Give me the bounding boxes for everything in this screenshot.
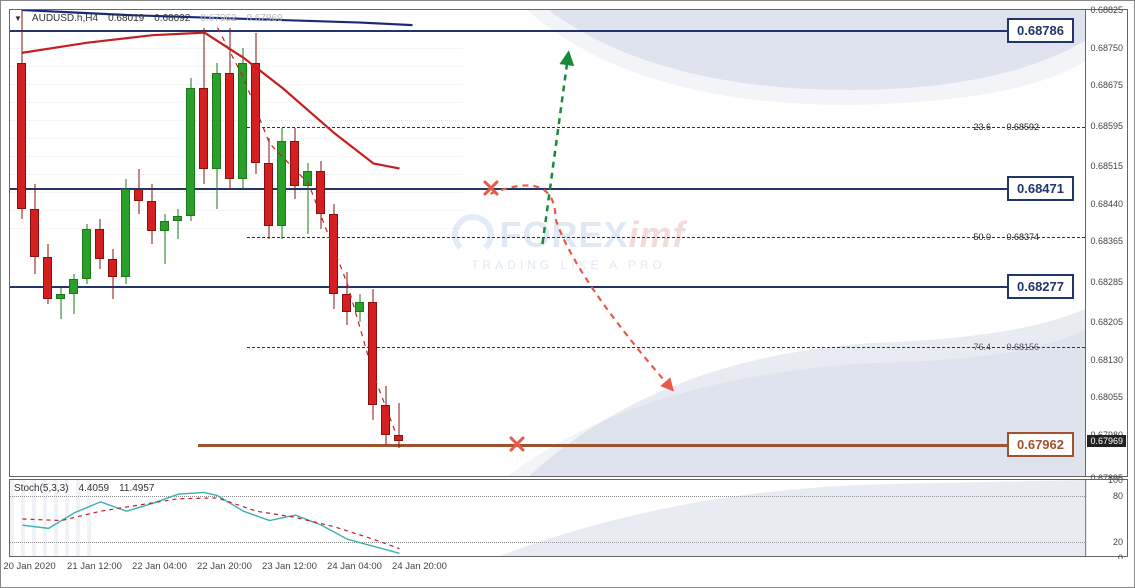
stochastic-indicator-panel[interactable]: Stoch(5,3,3) 4.4059 11.4957 02080100: [9, 479, 1128, 557]
y-tick-label: 0.68675: [1090, 80, 1123, 90]
y-tick-label: 0.68595: [1090, 121, 1123, 131]
price-plot-area[interactable]: 0.687860.684710.682770.6796223.60.685925…: [10, 10, 1085, 476]
candlestick[interactable]: [367, 10, 378, 476]
indicator-label: Stoch(5,3,3): [14, 483, 68, 494]
ohlc-close: 0.67969: [247, 13, 283, 24]
candlestick[interactable]: [146, 10, 157, 476]
x-tick-label: 23 Jan 12:00: [262, 561, 317, 572]
price-level-box[interactable]: 0.68471: [1007, 176, 1074, 201]
stoch-d-line: [10, 480, 1127, 556]
candlestick[interactable]: [237, 10, 248, 476]
x-tick-label: 22 Jan 04:00: [132, 561, 187, 572]
candlestick[interactable]: [315, 10, 326, 476]
candlestick[interactable]: [211, 10, 222, 476]
candlestick[interactable]: [55, 10, 66, 476]
candlestick[interactable]: [250, 10, 261, 476]
x-tick-label: 24 Jan 20:00: [392, 561, 447, 572]
candlestick[interactable]: [29, 10, 40, 476]
y-tick-label: 0.68055: [1090, 392, 1123, 402]
y-tick-label: 0.68515: [1090, 161, 1123, 171]
candlestick[interactable]: [354, 10, 365, 476]
candlestick[interactable]: [224, 10, 235, 476]
candlestick[interactable]: [68, 10, 79, 476]
indicator-header-bar: Stoch(5,3,3) 4.4059 11.4957: [10, 480, 158, 496]
candlestick[interactable]: [81, 10, 92, 476]
candlestick[interactable]: [185, 10, 196, 476]
y-tick-label: 0.68285: [1090, 277, 1123, 287]
y-tick-label: 0.68365: [1090, 236, 1123, 246]
price-level-box[interactable]: 0.68786: [1007, 18, 1074, 43]
price-level-box[interactable]: 0.67962: [1007, 432, 1074, 457]
indicator-value-d: 11.4957: [119, 483, 154, 494]
y-tick-label: 0.68825: [1090, 5, 1123, 15]
candlestick[interactable]: [159, 10, 170, 476]
y-tick-label: 0.68750: [1090, 43, 1123, 53]
candlestick[interactable]: [302, 10, 313, 476]
candlestick[interactable]: [172, 10, 183, 476]
x-tick-label: 24 Jan 04:00: [327, 561, 382, 572]
candlestick[interactable]: [133, 10, 144, 476]
price-level-box[interactable]: 0.68277: [1007, 274, 1074, 299]
y-tick-label: 0.68130: [1090, 355, 1123, 365]
chart-container: ▼ AUDUSD.h,H4 0.68019 0.68092 0.67962 0.…: [0, 0, 1135, 588]
main-price-chart[interactable]: ▼ AUDUSD.h,H4 0.68019 0.68092 0.67962 0.…: [9, 9, 1128, 477]
candlestick[interactable]: [94, 10, 105, 476]
y-tick-label: 0.68440: [1090, 199, 1123, 209]
candlestick[interactable]: [198, 10, 209, 476]
current-price-marker: 0.67969: [1087, 435, 1126, 447]
ohlc-low: 0.67962: [200, 13, 236, 24]
y-tick-label: 0.68205: [1090, 317, 1123, 327]
candlestick[interactable]: [276, 10, 287, 476]
candlestick[interactable]: [263, 10, 274, 476]
candlestick[interactable]: [341, 10, 352, 476]
candlestick[interactable]: [393, 10, 404, 476]
candlestick[interactable]: [120, 10, 131, 476]
ohlc-high: 0.68092: [154, 13, 190, 24]
price-y-axis: 0.688250.687500.686750.685950.685150.684…: [1085, 10, 1127, 476]
x-tick-label: 21 Jan 12:00: [67, 561, 122, 572]
time-x-axis: 20 Jan 202021 Jan 12:0022 Jan 04:0022 Ja…: [9, 559, 1128, 583]
collapse-icon[interactable]: ▼: [14, 14, 22, 23]
instrument-label: AUDUSD.h,H4: [32, 13, 98, 24]
candlestick[interactable]: [289, 10, 300, 476]
x-tick-label: 20 Jan 2020: [3, 561, 55, 572]
candlestick[interactable]: [328, 10, 339, 476]
candlestick[interactable]: [380, 10, 391, 476]
x-tick-label: 22 Jan 20:00: [197, 561, 252, 572]
cross-marker-icon: [508, 435, 526, 453]
chart-header-bar: ▼ AUDUSD.h,H4 0.68019 0.68092 0.67962 0.…: [10, 10, 287, 26]
candlestick[interactable]: [16, 10, 27, 476]
cross-marker-icon: [482, 179, 500, 197]
ohlc-open: 0.68019: [108, 13, 144, 24]
candlestick[interactable]: [42, 10, 53, 476]
indicator-value-k: 4.4059: [78, 483, 109, 494]
candlestick[interactable]: [107, 10, 118, 476]
